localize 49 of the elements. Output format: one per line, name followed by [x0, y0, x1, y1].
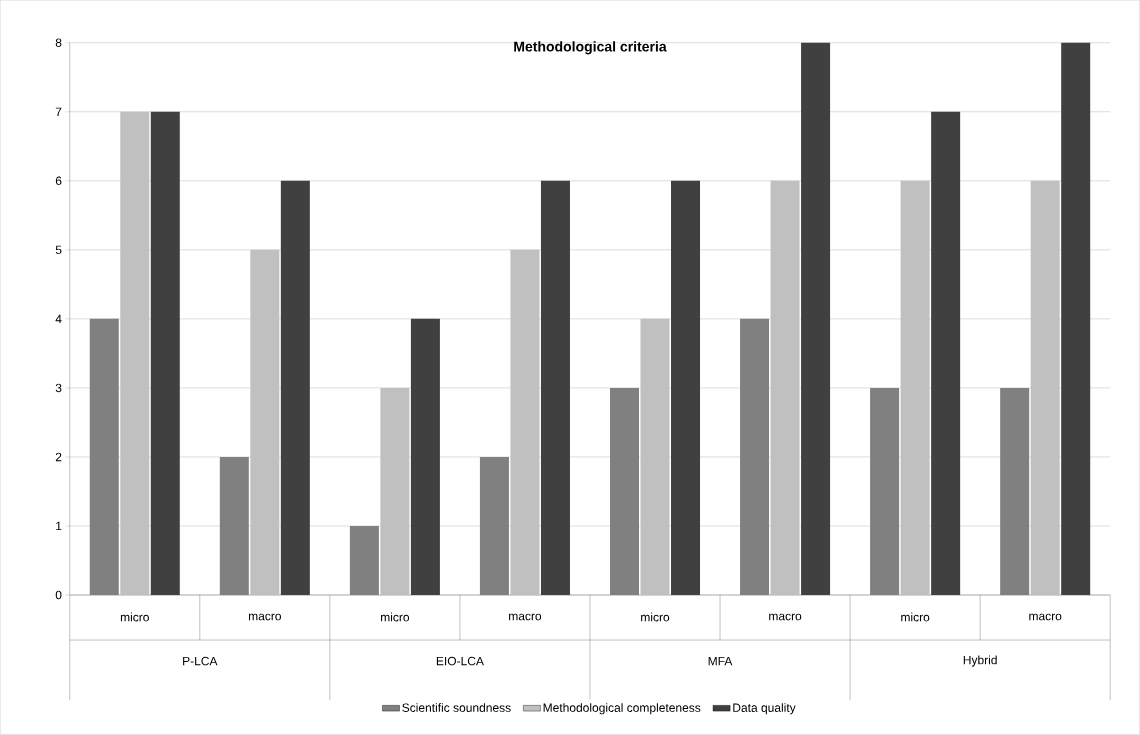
y-tick-label: 7 [55, 107, 62, 116]
legend-label: Methodological completeness [543, 703, 701, 715]
y-tick-label: 5 [55, 245, 62, 255]
bar [380, 388, 410, 596]
y-tick-label: 1 [56, 521, 62, 531]
bar [250, 249, 280, 596]
bar [609, 388, 639, 596]
y-tick-label: 8 [55, 38, 62, 48]
y-tick-label: 6 [55, 176, 62, 186]
text: MFA [708, 657, 733, 666]
bar [1000, 388, 1030, 596]
y-tick-label: 3 [55, 383, 62, 393]
text: EIO-LCA [436, 656, 484, 666]
bar [410, 318, 440, 596]
bar [349, 526, 379, 596]
bar [219, 457, 249, 596]
y-tick-label: 0 [55, 590, 62, 600]
bar [740, 318, 770, 596]
bar [900, 180, 930, 596]
bar [870, 388, 900, 596]
y-tick-label: 2 [55, 452, 62, 462]
bar [479, 457, 509, 596]
x-tick-label: micro [901, 612, 930, 622]
bar [120, 111, 150, 596]
bar [150, 111, 180, 596]
bar [510, 249, 540, 596]
bar [801, 42, 831, 596]
text: Hybrid [963, 655, 997, 667]
bar [540, 180, 570, 596]
text: P-LCA [183, 656, 218, 666]
chart-title: Methodological criteria [514, 41, 667, 55]
bar [770, 180, 800, 596]
legend-label: Scientific soundness [402, 703, 511, 713]
x-tick-label: macro [769, 613, 802, 621]
bar [1061, 42, 1091, 596]
bar [640, 318, 670, 596]
bar [671, 180, 701, 596]
x-tick-label: macro [509, 613, 542, 621]
x-tick-label: micro [381, 612, 410, 622]
x-tick-label: micro [641, 612, 670, 622]
bar [931, 111, 961, 596]
x-tick-label: macro [248, 613, 281, 621]
x-tick-label: macro [1029, 613, 1062, 621]
bar [1030, 180, 1060, 596]
legend-label: Data quality [733, 703, 796, 715]
x-tick-label: micro [120, 612, 149, 622]
y-tick-label: 4 [55, 314, 62, 324]
bar [280, 180, 310, 596]
bar [89, 318, 119, 596]
